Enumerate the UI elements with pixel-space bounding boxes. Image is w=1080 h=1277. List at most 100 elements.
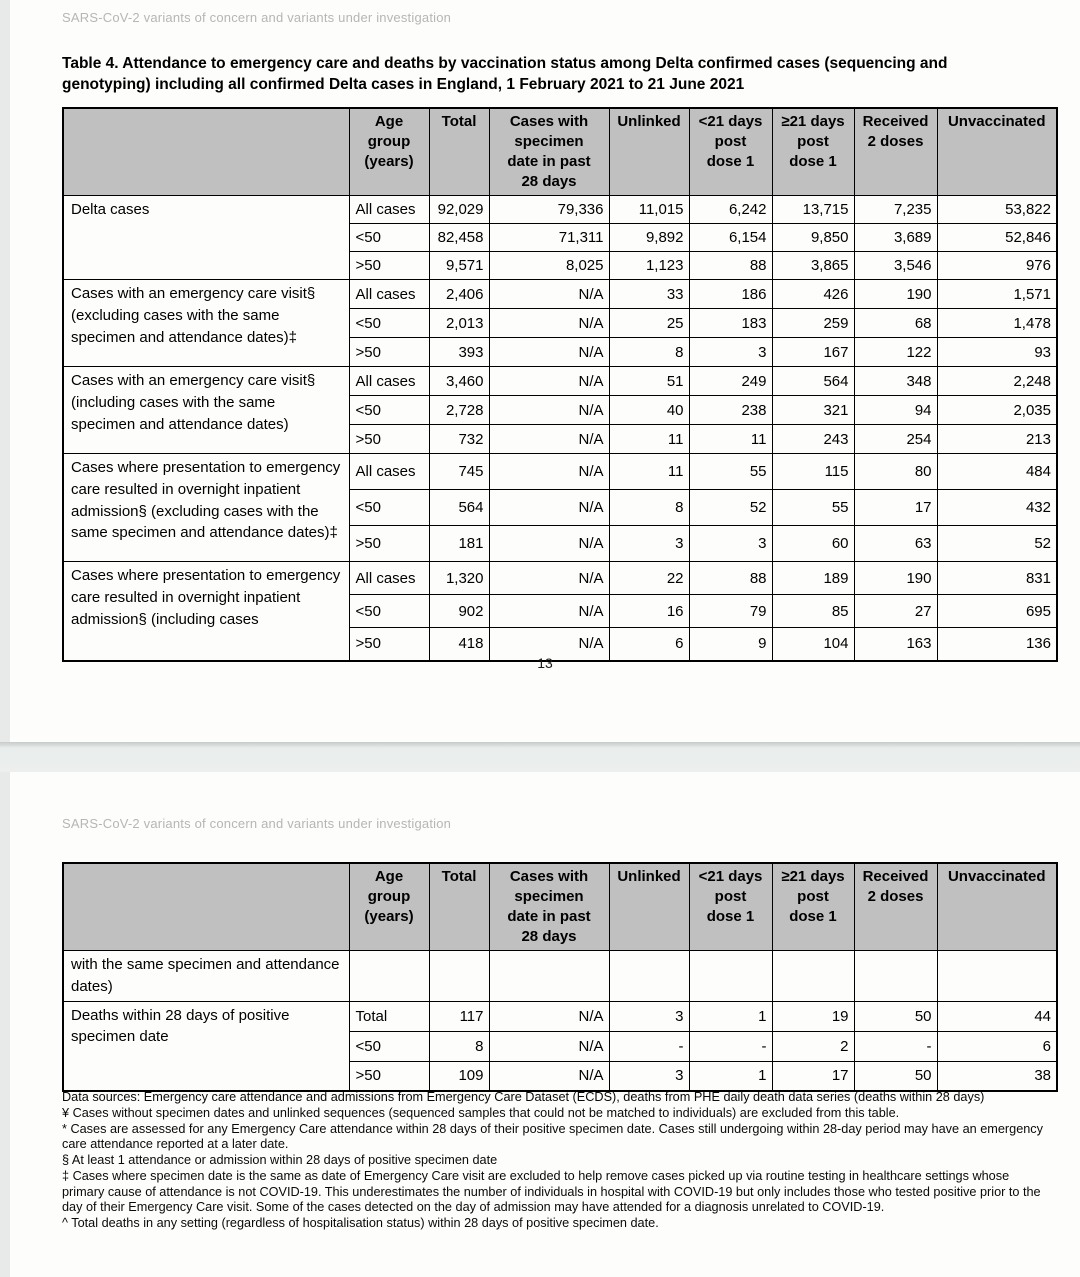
value-cell: N/A	[488, 308, 610, 338]
value-cell: 50	[853, 1000, 938, 1032]
age-group-cell: >50	[348, 627, 430, 661]
value-cell: 8	[428, 1030, 490, 1062]
value-cell: 3	[608, 1060, 690, 1092]
table-row: <50 2,728 N/A 40 238 321 94 2,035	[63, 395, 1058, 425]
value-cell: 732	[428, 424, 490, 454]
row-label: Cases with an emergency care visit§ (exc…	[62, 279, 350, 367]
age-group-cell: All cases	[348, 453, 430, 490]
value-cell: 2,013	[428, 308, 490, 338]
value-cell: 2,728	[428, 395, 490, 425]
value-cell: N/A	[488, 489, 610, 526]
table-row: Delta cases All cases 92,029 79,336 11,015 6,…	[62, 195, 1058, 280]
column-header: <21 days post dose 1	[688, 107, 773, 196]
age-group-cell: >50	[348, 424, 430, 454]
value-cell: N/A	[488, 1030, 610, 1062]
value-cell: 6,242	[688, 195, 773, 224]
table-section: Delta cases All cases 92,029 79,336 11,015 6,…	[62, 195, 1058, 280]
value-cell: 695	[936, 594, 1058, 628]
value-cell: 44	[936, 1000, 1058, 1032]
value-cell: 348	[853, 366, 938, 396]
value-cell: N/A	[488, 525, 610, 562]
table-row: <50 82,458 71,311 9,892 6,154 9,850 3,689 52,84…	[63, 223, 1058, 252]
table-row: >50 9,571 8,025 1,123 88 3,865 3,546 976	[63, 251, 1058, 280]
value-cell: 8	[608, 489, 690, 526]
value-cell: 426	[771, 279, 855, 309]
running-header: SARS-CoV-2 variants of concern and varia…	[62, 10, 452, 25]
value-cell: 167	[771, 337, 855, 367]
value-cell: 16	[608, 594, 690, 628]
value-cell: 3,460	[428, 366, 490, 396]
value-cell: N/A	[488, 627, 610, 661]
value-cell: 2	[771, 1030, 855, 1062]
value-cell: 249	[688, 366, 773, 396]
row-label: Cases where presentation to emergency ca…	[62, 453, 350, 562]
age-group-cell: All cases	[348, 195, 430, 224]
corner-cell	[62, 862, 350, 951]
age-group-cell: >50	[348, 1060, 430, 1092]
row-label: Deaths within 28 days of positive specim…	[62, 1000, 350, 1092]
value-cell: 19	[771, 1000, 855, 1032]
table-section: Cases where presentation to emergency ca…	[62, 561, 1058, 661]
column-header: Cases with specimen date in past 28 days	[488, 107, 610, 196]
value-cell: -	[688, 1030, 773, 1062]
delta-cases-table: Age group (years) Total Cases with specime…	[62, 107, 1058, 662]
value-cell: 27	[853, 594, 938, 628]
age-group-cell: All cases	[348, 366, 430, 396]
value-cell: 88	[688, 561, 773, 595]
value-cell: 11	[688, 424, 773, 454]
value-cell: 3	[688, 525, 773, 562]
value-cell: 88	[688, 251, 773, 280]
value-cell	[608, 950, 690, 1002]
value-cell: -	[608, 1030, 690, 1062]
value-cell: N/A	[488, 594, 610, 628]
value-cell: 3	[688, 337, 773, 367]
value-cell: 2,035	[936, 395, 1058, 425]
value-cell: 22	[608, 561, 690, 595]
value-cell	[853, 950, 938, 1002]
value-cell: 3	[608, 1000, 690, 1032]
value-cell: 17	[771, 1060, 855, 1092]
value-cell	[428, 950, 490, 1002]
value-cell: 136	[936, 627, 1058, 661]
column-header: Age group (years)	[348, 862, 430, 951]
table-row: Deaths within 28 days of positive specim…	[62, 1000, 1058, 1092]
value-cell: 8,025	[488, 251, 610, 280]
value-cell: 1,478	[936, 308, 1058, 338]
age-group-cell: <50	[348, 489, 430, 526]
value-cell: 13,715	[771, 195, 855, 224]
footnote: Data sources: Emergency care attendance …	[62, 1090, 985, 1104]
value-cell: 52,846	[936, 223, 1058, 252]
table-row: <50 902 N/A 16 79 85 27 695	[63, 594, 1058, 628]
table-row: Cases with an emergency care visit§ (exc…	[62, 279, 1058, 367]
table-row: >50 418 N/A 6 9 104 163 136	[63, 627, 1058, 661]
table-row: <50 564 N/A 8 52 55 17 432	[63, 489, 1058, 526]
value-cell: 9	[688, 627, 773, 661]
column-header: <21 days post dose 1	[688, 862, 773, 951]
table-row: >50 732 N/A 11 11 243 254 213	[63, 424, 1058, 454]
value-cell: N/A	[488, 453, 610, 490]
value-cell: 40	[608, 395, 690, 425]
table-section: with the same specimen and attendance da…	[62, 950, 1058, 1002]
column-header: Total	[428, 862, 490, 951]
value-cell: 1	[688, 1060, 773, 1092]
value-cell: 1,320	[428, 561, 490, 595]
value-cell: 85	[771, 594, 855, 628]
column-header: Received 2 doses	[853, 107, 938, 196]
value-cell: 79,336	[488, 195, 610, 224]
column-header: Unlinked	[608, 107, 690, 196]
table-row: Cases where presentation to emergency ca…	[62, 561, 1058, 661]
value-cell: 3,689	[853, 223, 938, 252]
value-cell: 11	[608, 453, 690, 490]
table-row: >50 393 N/A 8 3 167 122 93	[63, 337, 1058, 367]
value-cell: 1,123	[608, 251, 690, 280]
value-cell: 163	[853, 627, 938, 661]
value-cell: 52	[688, 489, 773, 526]
corner-cell	[62, 107, 350, 196]
value-cell: 60	[771, 525, 855, 562]
row-label: Cases where presentation to emergency ca…	[62, 561, 350, 661]
value-cell: N/A	[488, 1060, 610, 1092]
age-group-cell: <50	[348, 308, 430, 338]
value-cell: 50	[853, 1060, 938, 1092]
age-group-cell: >50	[348, 525, 430, 562]
table-section: Cases where presentation to emergency ca…	[62, 453, 1058, 562]
